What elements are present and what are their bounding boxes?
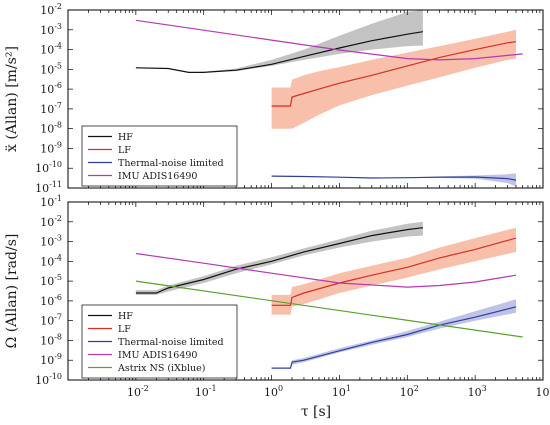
y-tick-label: 10-4 [40, 253, 62, 268]
y-tick-label: 10-10 [35, 160, 62, 175]
y-tick-label: 10-8 [40, 121, 62, 136]
series-lines [135, 227, 523, 369]
axis-ticks [67, 9, 544, 189]
y-tick-label: 10-3 [40, 234, 62, 249]
line-imu-adis16490 [135, 252, 517, 288]
legend: HF LF Thermal-noise limited IMU ADIS16490 [81, 125, 238, 187]
tick-labels: 10-2 10-3 10-4 10-5 10-6 10-7 10-8 10-9 10-10 10-… [35, 2, 62, 195]
rotation-panel: 10-1 10-2 10-3 10-4 10-5 10-6 10-7 10-8 10-9 10-1… [4, 194, 550, 420]
line-thermal-noise-limited [271, 175, 517, 181]
line-hf [135, 227, 423, 294]
line-astrix-ns-ixblue- [135, 280, 523, 338]
acceleration-panel: 10-2 10-3 10-4 10-5 10-6 10-7 10-8 10-9 10-10 10-… [4, 2, 544, 195]
line-thermal-noise-limited [271, 306, 517, 369]
legend-label: LF [118, 324, 131, 335]
line-imu-adis16490 [135, 19, 523, 61]
legend-label: Astrix NS (iXblue) [117, 363, 205, 374]
y-axis-label: Ω (Allan) [rad/s] [4, 234, 20, 349]
y-tick-label: 10-10 [35, 372, 62, 387]
x-tick-label: 10-2 [127, 384, 149, 399]
x-tick-label: 101 [332, 384, 351, 399]
axis-ticks [67, 201, 544, 381]
line-hf [135, 31, 423, 74]
band-hf [135, 10, 423, 73]
tick-labels: 10-1 10-2 10-3 10-4 10-5 10-6 10-7 10-8 10-9 10-1… [35, 194, 550, 399]
x-tick-label: 103 [468, 384, 487, 399]
x-tick-label: 104 [535, 384, 550, 399]
y-tick-label: 10-2 [40, 214, 62, 229]
y-tick-label: 10-3 [40, 22, 62, 37]
legend: HF LF Thermal-noise limited IMU ADIS16490 As… [81, 304, 238, 379]
y-tick-label: 10-6 [40, 293, 62, 308]
y-tick-label: 10-6 [40, 81, 62, 96]
y-tick-label: 10-4 [40, 42, 62, 57]
legend-label: Thermal-noise limited [118, 337, 224, 348]
y-tick-label: 10-7 [40, 313, 62, 328]
line-lf [271, 41, 517, 107]
y-tick-label: 10-2 [40, 2, 62, 17]
legend-label: HF [118, 311, 133, 322]
legend-label: IMU ADIS16490 [118, 350, 197, 361]
x-tick-label: 100 [264, 384, 283, 399]
legend-label: Thermal-noise limited [118, 158, 224, 169]
y-tick-label: 10-9 [40, 140, 62, 155]
y-tick-label: 10-1 [40, 194, 62, 209]
band-lf [271, 227, 516, 315]
y-tick-label: 10-5 [40, 61, 62, 76]
y-tick-label: 10-7 [40, 101, 62, 116]
x-tick-label: 102 [400, 384, 419, 399]
line-lf [271, 237, 517, 306]
legend-label: IMU ADIS16490 [118, 171, 197, 182]
band-hf [135, 221, 423, 295]
y-tick-label: 10-11 [35, 180, 62, 195]
legend-label: HF [118, 132, 133, 143]
plot-frame [67, 201, 544, 381]
y-tick-label: 10-8 [40, 332, 62, 347]
x-tick-label: 10-1 [195, 384, 217, 399]
y-tick-label: 10-5 [40, 273, 62, 288]
legend-label: LF [118, 145, 131, 156]
plot-frame [67, 9, 544, 189]
x-axis-label: τ [s] [301, 404, 331, 420]
y-tick-label: 10-9 [40, 352, 62, 367]
y-axis-label: ẍ (Allan) [m/s²] [4, 46, 20, 152]
band-thermal-noise-limited [271, 173, 516, 187]
band-thermal-noise-limited [271, 299, 516, 369]
series-lines [135, 19, 523, 181]
